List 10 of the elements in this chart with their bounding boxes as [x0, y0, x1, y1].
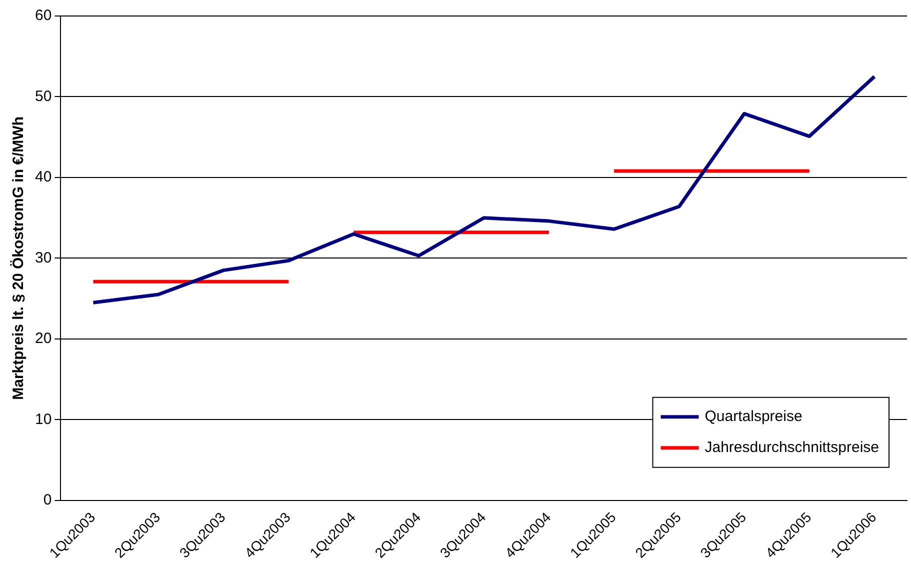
- y-tick-label: 40: [34, 168, 52, 186]
- legend-label: Jahresdurchschnittspreise: [704, 439, 880, 456]
- y-tick-label: 30: [34, 249, 52, 266]
- legend-label: Quartalspreise: [704, 408, 802, 426]
- y-tick-label: 50: [34, 88, 52, 105]
- y-axis-title: Marktpreis lt. § 20 ÖkostromG in €/MWh: [10, 116, 28, 400]
- y-tick-label: 20: [34, 330, 52, 348]
- y-tick-label: 0: [43, 492, 52, 509]
- y-tick-label: 10: [34, 410, 52, 428]
- y-tick-label: 60: [34, 7, 52, 24]
